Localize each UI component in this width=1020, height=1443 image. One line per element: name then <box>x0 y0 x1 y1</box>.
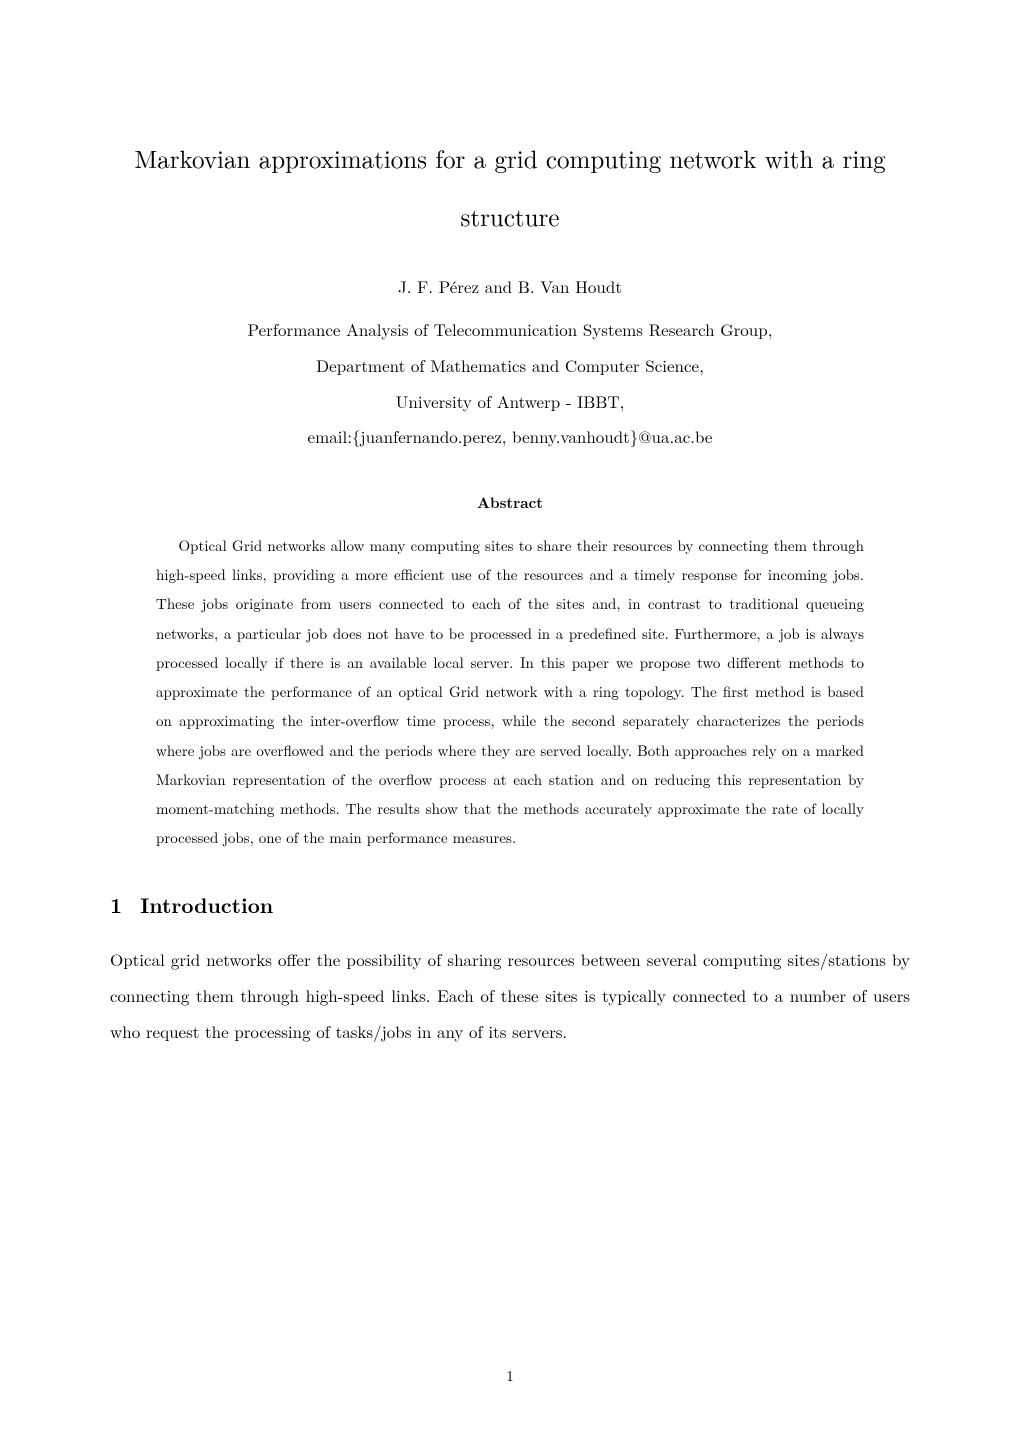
abstract-heading: Abstract <box>110 491 910 515</box>
abstract-body: Optical Grid networks allow many computi… <box>156 531 864 853</box>
affiliation-block: Performance Analysis of Telecommunicatio… <box>110 312 910 455</box>
page-number: 1 <box>0 1364 1020 1388</box>
section-1-heading: 1 Introduction <box>110 889 910 923</box>
affiliation-line-1: Performance Analysis of Telecommunicatio… <box>110 312 910 348</box>
affiliation-line-3: University of Antwerp - IBBT, <box>110 384 910 420</box>
authors: J. F. Pérez and B. Van Houdt <box>110 273 910 300</box>
affiliation-line-2: Department of Mathematics and Computer S… <box>110 348 910 384</box>
paper-title: Markovian approximations for a grid comp… <box>110 130 910 245</box>
affiliation-line-4: email:{juanfernando.perez, benny.vanhoud… <box>110 419 910 455</box>
section-1-number: 1 <box>110 890 122 920</box>
section-1-title: Introduction <box>140 890 273 920</box>
intro-paragraph: Optical grid networks offer the possibil… <box>110 942 910 1049</box>
